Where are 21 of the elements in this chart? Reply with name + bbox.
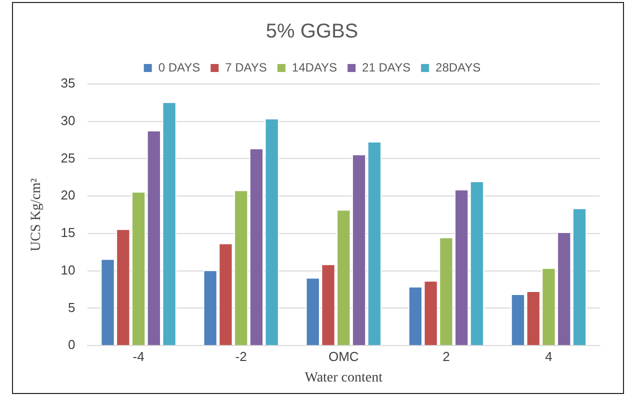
legend-label: 7 DAYS <box>225 60 267 74</box>
chart-title: 5% GGBS <box>266 20 358 43</box>
x-axis-title: Water content <box>304 370 383 386</box>
legend-label: 0 DAYS <box>158 60 200 74</box>
y-tick-label: 25 <box>60 150 76 166</box>
x-tick-label: -4 <box>132 348 144 364</box>
legend-label: 21 DAYS <box>362 60 411 74</box>
y-tick-label: 20 <box>60 188 76 203</box>
legend-label: 14DAYS <box>292 60 338 74</box>
y-tick-label: 30 <box>60 112 76 128</box>
x-tick-label: 4 <box>545 348 552 364</box>
y-tick-label: 10 <box>60 262 76 278</box>
x-tick-label: OMC <box>328 348 359 364</box>
legend-label: 28DAYS <box>436 60 481 74</box>
y-tick-label: 35 <box>60 76 76 91</box>
x-tick-label: 2 <box>442 348 450 364</box>
y-tick-label: 15 <box>60 225 76 240</box>
y-tick-label: 5 <box>68 300 76 315</box>
y-tick-label: 0 <box>68 337 76 352</box>
y-axis-title: UCS Kg/cm² <box>29 178 44 252</box>
x-tick-label: -2 <box>235 348 247 364</box>
